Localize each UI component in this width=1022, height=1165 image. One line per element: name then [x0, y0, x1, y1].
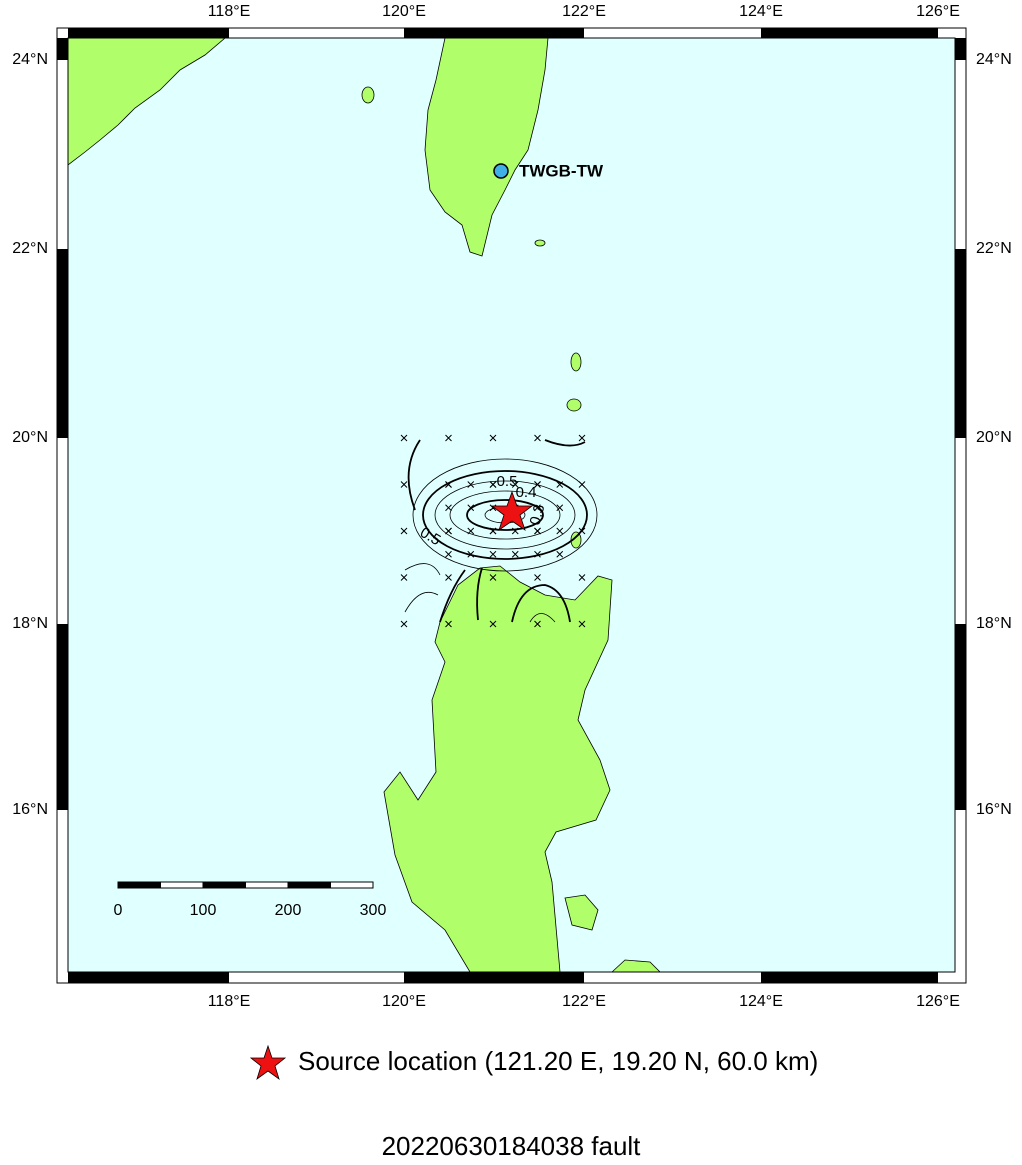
lon-label: 124°E	[739, 3, 783, 20]
scale-segment	[160, 881, 204, 889]
grid-cross	[445, 481, 452, 488]
source-star	[490, 490, 534, 532]
grid-cross	[489, 527, 497, 535]
lon-label: 122°E	[562, 3, 606, 20]
lon-label: 122°E	[562, 993, 606, 1010]
grid-cross	[445, 504, 452, 512]
frame-band	[955, 249, 966, 438]
grid-cross	[445, 550, 452, 558]
frame-band	[404, 28, 584, 38]
grid-cross	[467, 527, 475, 535]
grid-cross	[467, 504, 475, 512]
lon-label: 126°E	[916, 3, 960, 20]
lat-label: 18°N	[976, 615, 1012, 632]
grid-cross	[511, 481, 519, 488]
grid-cross	[534, 527, 541, 535]
grid-cross	[534, 550, 541, 558]
grid-cross	[578, 434, 586, 442]
grid-cross	[445, 527, 452, 535]
station-marker	[493, 163, 509, 179]
grid-cross	[534, 574, 541, 581]
lon-label: 120°E	[382, 3, 426, 20]
grid-cross	[556, 550, 564, 558]
grid-cross	[467, 550, 475, 558]
lon-label: 124°E	[739, 993, 783, 1010]
grid-cross	[400, 481, 408, 488]
grid-cross	[489, 550, 497, 558]
lat-label: 20°N	[12, 429, 48, 446]
grid-cross	[445, 574, 452, 581]
frame-band	[57, 249, 68, 438]
scale-segment	[245, 881, 289, 889]
grid-cross	[578, 527, 586, 535]
grid-cross	[511, 527, 519, 535]
grid-cross	[556, 527, 564, 535]
grid-cross	[489, 434, 497, 442]
lat-label: 18°N	[12, 615, 48, 632]
legend-text: Source location (121.20 E, 19.20 N, 60.0…	[298, 1046, 818, 1076]
grid-cross	[556, 481, 564, 488]
map-frame: 118°E 118°E 120°E 120°E 122°E 122°E 124°E 124°E…	[12, 3, 1012, 1010]
grid-cross	[400, 574, 408, 581]
scale-segment	[117, 881, 161, 889]
station-label: TWGB-TW	[519, 161, 604, 180]
lat-label: 24°N	[12, 51, 48, 68]
lat-label: 20°N	[976, 429, 1012, 446]
grid-cross	[445, 434, 452, 442]
figure-title: 20220630184038 fault	[382, 1131, 642, 1160]
contour-label: 0.3	[527, 503, 549, 528]
grid-cross	[445, 620, 452, 628]
grid-cross	[467, 481, 475, 488]
contour-label: 0.5	[497, 473, 518, 490]
grid-cross	[534, 434, 541, 442]
grid-cross	[534, 504, 541, 512]
grid-cross	[400, 527, 408, 535]
grid-cross	[511, 550, 519, 558]
grid-cross	[489, 620, 497, 628]
scale-label: 300	[360, 902, 387, 919]
scale-segment	[330, 881, 374, 889]
grid-cross	[534, 481, 541, 488]
grid-cross	[578, 620, 586, 628]
frame-band	[761, 28, 938, 38]
legend-star	[249, 1044, 287, 1081]
lon-label: 120°E	[382, 993, 426, 1010]
lon-label: 118°E	[208, 3, 251, 20]
grid-cross	[578, 574, 586, 581]
frame-band	[68, 972, 229, 983]
frame-band	[68, 28, 229, 38]
frame-band	[57, 38, 68, 60]
scale-segment	[287, 881, 331, 889]
contour-label: 0.4	[516, 484, 537, 501]
grid-cross	[578, 481, 586, 488]
lon-label: 118°E	[208, 993, 251, 1010]
lat-label: 16°N	[976, 801, 1012, 818]
scale-segment	[202, 881, 246, 889]
lat-label: 22°N	[12, 240, 48, 257]
frame-band	[761, 972, 938, 983]
grid-cross	[489, 481, 497, 488]
grid-cross	[489, 574, 497, 581]
lat-label: 24°N	[976, 51, 1012, 68]
scale-label: 100	[190, 902, 217, 919]
grid-cross	[400, 434, 408, 442]
grid-cross	[534, 620, 541, 628]
frame-band	[955, 38, 966, 60]
grid-cross	[556, 504, 564, 512]
scale-label: 0	[114, 902, 123, 919]
lon-label: 126°E	[916, 993, 960, 1010]
frame-band	[404, 972, 584, 983]
frame-band	[955, 624, 966, 810]
scale-bar: 0 100 200 300	[114, 881, 387, 919]
lat-label: 16°N	[12, 801, 48, 818]
lat-label: 22°N	[976, 240, 1012, 257]
frame-band	[57, 624, 68, 810]
scale-label: 200	[275, 902, 302, 919]
grid-cross	[400, 620, 408, 628]
land	[67, 37, 661, 973]
